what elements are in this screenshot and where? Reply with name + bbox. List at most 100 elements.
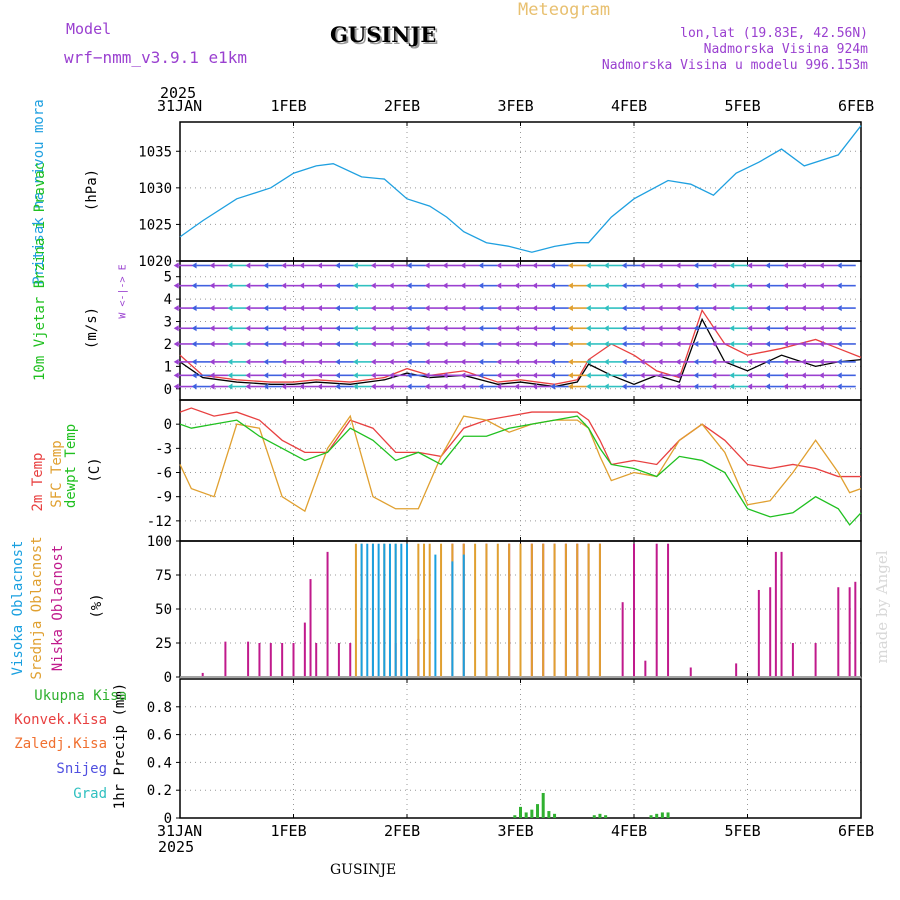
wind-arrow-head bbox=[657, 282, 663, 289]
wind-arrow-head bbox=[693, 383, 699, 390]
bar-cloud-0 bbox=[854, 581, 857, 677]
bar-cloud-2 bbox=[360, 543, 363, 677]
wind-arrow-head bbox=[603, 372, 609, 379]
ytick-label: 50 bbox=[155, 602, 172, 618]
bar-cloud-0 bbox=[780, 551, 783, 677]
wind-arrow-head bbox=[603, 325, 609, 332]
wind-arrow-head bbox=[800, 358, 806, 365]
ytick-label: 1025 bbox=[138, 217, 172, 233]
ytick-label: 1020 bbox=[138, 254, 172, 270]
wind-arrow-head bbox=[424, 340, 430, 347]
wind-arrow-head bbox=[299, 262, 305, 269]
bar-cloud-0 bbox=[621, 602, 624, 677]
wind-arrow-head bbox=[800, 282, 806, 289]
wind-arrow-head bbox=[567, 340, 573, 347]
ytick-label: 100 bbox=[147, 534, 172, 550]
wind-arrow-head bbox=[711, 383, 717, 390]
wind-arrow-head bbox=[173, 325, 179, 332]
bar-cloud-1 bbox=[485, 543, 488, 677]
wind-arrow-head bbox=[603, 262, 609, 269]
wind-arrow-head bbox=[442, 325, 448, 332]
wind-arrow-head bbox=[299, 340, 305, 347]
bar-cloud-0 bbox=[655, 543, 658, 677]
bar-cloud-2 bbox=[377, 543, 380, 677]
bar-cloud-1 bbox=[519, 543, 522, 677]
time-label-bottom-1: 1FEB bbox=[270, 822, 307, 840]
wind-arrow-head bbox=[478, 383, 484, 390]
wind-arrow-head bbox=[711, 340, 717, 347]
wind-arrow-head bbox=[800, 305, 806, 312]
wind-arrow-head bbox=[460, 383, 466, 390]
wind-arrow-head bbox=[173, 340, 179, 347]
wind-arrow-head bbox=[424, 325, 430, 332]
series-line-pressure-0 bbox=[179, 125, 862, 253]
wind-arrow-head bbox=[424, 383, 430, 390]
bar-precip-0 bbox=[536, 804, 540, 818]
wind-arrow-head bbox=[352, 262, 358, 269]
wind-arrow-head bbox=[675, 340, 681, 347]
wind-arrow-head bbox=[800, 340, 806, 347]
wind-arrow-head bbox=[317, 358, 323, 365]
wind-arrow-head bbox=[550, 340, 556, 347]
wind-arrow-head bbox=[567, 358, 573, 365]
wind-arrow-head bbox=[532, 372, 538, 379]
year-label-top: 2025 bbox=[160, 84, 197, 102]
wind-arrow-head bbox=[621, 372, 627, 379]
wind-arrow-head bbox=[281, 262, 287, 269]
bar-cloud-1 bbox=[587, 543, 590, 677]
ytick-label: 75 bbox=[155, 568, 172, 584]
bar-cloud-2 bbox=[383, 543, 386, 677]
ytick-label: 0.2 bbox=[147, 783, 172, 799]
wind-arrow-head bbox=[388, 262, 394, 269]
wind-arrow-head bbox=[496, 305, 502, 312]
wind-arrow-head bbox=[729, 305, 735, 312]
wind-arrow-head bbox=[693, 262, 699, 269]
wind-arrow-head bbox=[514, 372, 520, 379]
bar-cloud-1 bbox=[530, 543, 533, 677]
wind-arrow-head bbox=[263, 325, 269, 332]
bar-cloud-0 bbox=[667, 543, 670, 677]
wind-arrow-head bbox=[818, 372, 824, 379]
wind-arrow-head bbox=[263, 340, 269, 347]
wind-arrow-head bbox=[836, 282, 842, 289]
bar-precip-0 bbox=[660, 812, 664, 818]
ytick-label: 1030 bbox=[138, 181, 172, 197]
wind-arrow-head bbox=[406, 372, 412, 379]
wind-arrow-head bbox=[836, 372, 842, 379]
bar-cloud-0 bbox=[269, 643, 272, 677]
wind-arrow-head bbox=[424, 282, 430, 289]
wind-arrow-head bbox=[800, 372, 806, 379]
ytick-label: 0.4 bbox=[147, 755, 172, 771]
wind-arrow-head bbox=[496, 340, 502, 347]
wind-arrow-head bbox=[603, 305, 609, 312]
wind-arrow-head bbox=[317, 372, 323, 379]
wind-arrow-head bbox=[173, 305, 179, 312]
wind-arrow-head bbox=[478, 262, 484, 269]
wind-arrow-head bbox=[191, 383, 197, 390]
wind-arrow-head bbox=[317, 340, 323, 347]
wind-arrow-head bbox=[317, 282, 323, 289]
wind-arrow-head bbox=[245, 340, 251, 347]
wind-arrow-head bbox=[245, 372, 251, 379]
wind-arrow-head bbox=[550, 305, 556, 312]
wind-arrow-head bbox=[639, 305, 645, 312]
wind-arrow-head bbox=[370, 358, 376, 365]
wind-arrow-head bbox=[514, 340, 520, 347]
wind-arrow-head bbox=[585, 358, 591, 365]
wind-arrow-head bbox=[317, 325, 323, 332]
wind-arrow-head bbox=[424, 262, 430, 269]
wind-arrow-head bbox=[585, 305, 591, 312]
time-label-bottom-6: 6FEB bbox=[838, 822, 875, 840]
bar-cloud-1 bbox=[553, 543, 556, 677]
bar-cloud-0 bbox=[201, 672, 204, 677]
ytick-label: 0 bbox=[164, 382, 172, 398]
wind-arrow-head bbox=[657, 358, 663, 365]
wind-arrow-head bbox=[818, 325, 824, 332]
time-label-top-4: 4FEB bbox=[611, 97, 648, 115]
series-line-temperature-2 bbox=[179, 415, 862, 526]
ytick-label: -12 bbox=[147, 514, 172, 530]
wind-arrow-head bbox=[639, 282, 645, 289]
wind-arrow-head bbox=[729, 372, 735, 379]
wind-arrow-head bbox=[532, 305, 538, 312]
wind-arrow-head bbox=[532, 358, 538, 365]
